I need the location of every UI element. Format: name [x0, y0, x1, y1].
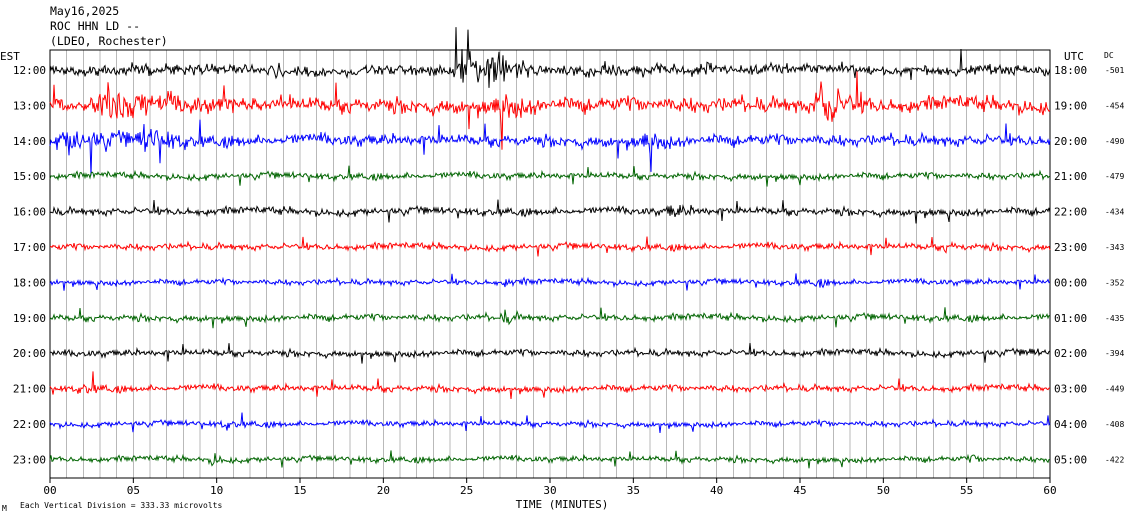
corner-mark: M [2, 504, 7, 513]
dc-offset-label: -434 [1105, 208, 1124, 217]
utc-time-label: 18:00 [1054, 64, 1087, 77]
est-time-label: 13:00 [13, 99, 46, 112]
header-network: (LDEO, Rochester) [50, 34, 168, 48]
dc-offset-label: -394 [1105, 349, 1124, 358]
x-tick-label: 00 [43, 484, 56, 497]
utc-time-label: 03:00 [1054, 383, 1087, 396]
utc-time-label: 20:00 [1054, 135, 1087, 148]
scale-note: Each Vertical Division = 333.33 microvol… [20, 501, 222, 510]
dc-offset-label: -454 [1105, 101, 1124, 110]
header-station: ROC HHN LD -- [50, 19, 140, 33]
utc-time-label: 23:00 [1054, 241, 1087, 254]
est-time-label: 22:00 [13, 418, 46, 431]
utc-time-label: 19:00 [1054, 99, 1087, 112]
dc-axis-title: DC [1104, 51, 1114, 60]
utc-time-label: 04:00 [1054, 418, 1087, 431]
seismic-trace [49, 273, 1051, 291]
est-axis-title: EST [0, 50, 20, 63]
seismic-trace [49, 371, 1051, 400]
est-time-label: 17:00 [13, 241, 46, 254]
x-tick-label: 15 [293, 484, 306, 497]
seismic-trace [49, 165, 1051, 187]
seismic-trace [49, 199, 1051, 224]
x-tick-label: 10 [210, 484, 223, 497]
dc-offset-label: -435 [1105, 314, 1124, 323]
est-time-label: 15:00 [13, 170, 46, 183]
utc-time-label: 02:00 [1054, 347, 1087, 360]
seismic-trace [49, 307, 1051, 329]
x-tick-label: 40 [710, 484, 723, 497]
est-time-label: 19:00 [13, 312, 46, 325]
est-time-label: 14:00 [13, 135, 46, 148]
x-tick-label: 45 [793, 484, 806, 497]
header-date: May16,2025 [50, 4, 119, 18]
seismic-trace [49, 119, 1051, 176]
dc-offset-label: -501 [1105, 66, 1124, 75]
trace-layer [49, 27, 1051, 469]
grid-layer [49, 49, 1051, 483]
x-tick-label: 05 [127, 484, 140, 497]
seismic-trace [49, 236, 1051, 257]
dc-offset-label: -422 [1105, 455, 1124, 464]
x-tick-label: 35 [627, 484, 640, 497]
utc-time-label: 22:00 [1054, 206, 1087, 219]
label-layer: 00 05 10 15 20 25 30 35 40 45 50 55 60 12:00 18:00 -501… [13, 64, 1125, 497]
dc-offset-label: -408 [1105, 420, 1124, 429]
x-tick-label: 30 [543, 484, 556, 497]
x-tick-label: 60 [1043, 484, 1056, 497]
dc-offset-label: -343 [1105, 243, 1124, 252]
dc-offset-label: -449 [1105, 385, 1124, 394]
utc-time-label: 21:00 [1054, 170, 1087, 183]
est-time-label: 18:00 [13, 276, 46, 289]
seismic-trace [49, 27, 1051, 88]
est-time-label: 16:00 [13, 206, 46, 219]
utc-time-label: 01:00 [1054, 312, 1087, 325]
seismic-trace [49, 450, 1051, 469]
est-time-label: 12:00 [13, 64, 46, 77]
x-axis-label: TIME (MINUTES) [516, 498, 609, 511]
x-tick-label: 55 [960, 484, 973, 497]
est-time-label: 20:00 [13, 347, 46, 360]
x-tick-label: 50 [877, 484, 890, 497]
est-time-label: 21:00 [13, 383, 46, 396]
x-tick-label: 20 [377, 484, 390, 497]
dc-offset-label: -479 [1105, 172, 1124, 181]
seismic-trace [49, 412, 1051, 433]
utc-time-label: 00:00 [1054, 276, 1087, 289]
dc-offset-label: -490 [1105, 137, 1124, 146]
dc-offset-label: -352 [1105, 278, 1124, 287]
utc-axis-title: UTC [1064, 50, 1084, 63]
utc-time-label: 05:00 [1054, 453, 1087, 466]
x-tick-label: 25 [460, 484, 473, 497]
est-time-label: 23:00 [13, 453, 46, 466]
seismic-trace [49, 343, 1051, 364]
seismic-trace [49, 71, 1051, 150]
